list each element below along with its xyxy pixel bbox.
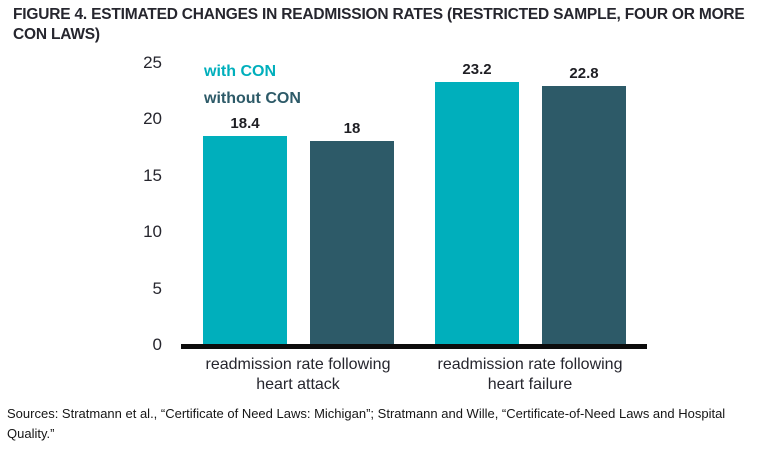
figure-title: FIGURE 4. ESTIMATED CHANGES IN READMISSI… [13, 6, 745, 43]
y-tick-25: 25 [143, 53, 162, 72]
y-tick-10: 10 [143, 222, 162, 241]
x-category-label-1: readmission rate following heart attack [205, 356, 391, 393]
x-axis-line [181, 344, 647, 349]
plot-area: 18.4 18 23.2 22.8 [181, 54, 647, 344]
bar-value-label: 22.8 [569, 65, 599, 82]
bar-with-con-group-2 [435, 82, 519, 344]
source-note: Sources: Stratmann et al., “Certificate … [7, 406, 726, 441]
legend-item-with-con: with CON [204, 63, 276, 80]
y-tick-0: 0 [152, 335, 162, 354]
legend-item-without-con: without CON [204, 90, 301, 107]
bar-without-con-group-1 [310, 141, 394, 344]
bar-with-con-group-1 [203, 136, 287, 344]
y-tick-5: 5 [152, 279, 162, 298]
chart-legend: with CON without CON [204, 58, 301, 112]
y-tick-20: 20 [143, 109, 162, 128]
y-tick-15: 15 [143, 166, 162, 185]
x-category-label-2: readmission rate following heart failure [437, 356, 623, 393]
bar-value-label: 23.2 [462, 61, 492, 78]
bar-value-label: 18 [343, 120, 361, 137]
bar-value-label: 18.4 [230, 115, 260, 132]
bar-without-con-group-2 [542, 86, 626, 344]
